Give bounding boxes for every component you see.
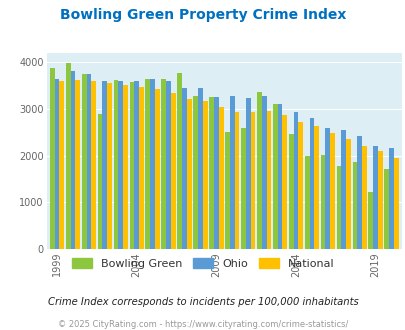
Text: Crime Index corresponds to incidents per 100,000 inhabitants: Crime Index corresponds to incidents per… [47, 297, 358, 307]
Bar [155, 89, 160, 249]
Bar [193, 96, 198, 249]
Bar [224, 132, 229, 249]
Bar [309, 118, 313, 249]
Bar [256, 92, 261, 249]
Bar [320, 155, 325, 249]
Text: © 2025 CityRating.com - https://www.cityrating.com/crime-statistics/: © 2025 CityRating.com - https://www.city… [58, 320, 347, 329]
Bar [329, 133, 334, 249]
Bar [118, 81, 123, 249]
Bar [261, 96, 266, 249]
Bar [282, 115, 286, 249]
Bar [356, 136, 361, 249]
Bar [266, 111, 271, 249]
Bar [250, 112, 255, 249]
Legend: Bowling Green, Ohio, National: Bowling Green, Ohio, National [67, 254, 338, 273]
Bar [166, 81, 171, 249]
Bar [372, 146, 377, 249]
Bar [234, 112, 239, 249]
Bar [198, 88, 202, 249]
Bar [50, 68, 55, 249]
Bar [171, 93, 175, 249]
Bar [345, 139, 350, 249]
Bar [70, 71, 75, 249]
Bar [277, 104, 282, 249]
Bar [293, 112, 298, 249]
Bar [393, 157, 398, 249]
Bar [161, 79, 166, 249]
Bar [107, 83, 112, 249]
Bar [341, 130, 345, 249]
Bar [186, 99, 191, 249]
Bar [361, 146, 366, 249]
Bar [202, 101, 207, 249]
Text: Bowling Green Property Crime Index: Bowling Green Property Crime Index [60, 8, 345, 22]
Bar [229, 96, 234, 249]
Bar [182, 88, 186, 249]
Bar [245, 98, 250, 249]
Bar [123, 85, 128, 249]
Bar [313, 126, 318, 249]
Bar [368, 192, 372, 249]
Bar [55, 79, 59, 249]
Bar [98, 114, 102, 249]
Bar [388, 148, 393, 249]
Bar [272, 104, 277, 249]
Bar [129, 82, 134, 249]
Bar [102, 81, 107, 249]
Bar [81, 74, 86, 249]
Bar [209, 97, 213, 249]
Bar [59, 81, 64, 249]
Bar [75, 80, 80, 249]
Bar [213, 97, 218, 249]
Bar [298, 122, 303, 249]
Bar [91, 81, 96, 249]
Bar [352, 162, 356, 249]
Bar [134, 81, 139, 249]
Bar [241, 128, 245, 249]
Bar [66, 63, 70, 249]
Bar [150, 79, 155, 249]
Bar [139, 87, 143, 249]
Bar [288, 134, 293, 249]
Bar [377, 150, 382, 249]
Bar [177, 73, 182, 249]
Bar [218, 107, 223, 249]
Bar [145, 79, 150, 249]
Bar [384, 169, 388, 249]
Bar [86, 74, 91, 249]
Bar [336, 166, 341, 249]
Bar [325, 128, 329, 249]
Bar [304, 156, 309, 249]
Bar [113, 80, 118, 249]
